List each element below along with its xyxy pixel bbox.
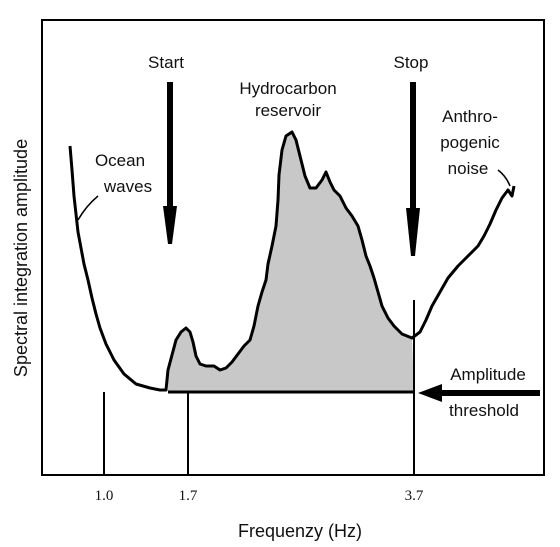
x-axis-title: Frequenzy (Hz) — [238, 521, 362, 541]
anthro-label-line3: noise — [448, 159, 489, 178]
ocean-label-line2: waves — [103, 177, 152, 196]
threshold-label-line2: threshold — [449, 401, 519, 420]
anthro-label-line2: pogenic — [440, 133, 500, 152]
start-arrow — [163, 82, 177, 244]
anthro-label-line1: Anthro- — [442, 107, 498, 126]
ocean-pointer-line — [77, 195, 99, 221]
reservoir-area — [168, 132, 414, 392]
stop-label: Stop — [394, 53, 429, 72]
tick-label-1-0: 1.0 — [95, 488, 114, 504]
tick-label-1-7: 1.7 — [179, 488, 198, 504]
plot-frame — [41, 19, 545, 476]
start-label: Start — [148, 53, 184, 72]
reservoir-label-line2: reservoir — [255, 101, 321, 120]
anthro-pointer-line — [497, 169, 511, 187]
reservoir-label-line1: Hydrocarbon — [239, 79, 336, 98]
spectral-curve — [68, 130, 516, 392]
stop-arrow — [406, 82, 420, 256]
y-axis-title: Spectral integration amplitude — [11, 139, 31, 377]
tick-label-3-7: 3.7 — [405, 488, 424, 504]
threshold-arrow — [418, 384, 540, 402]
ocean-label-line1: Ocean — [95, 151, 145, 170]
threshold-label-line1: Amplitude — [450, 365, 526, 384]
